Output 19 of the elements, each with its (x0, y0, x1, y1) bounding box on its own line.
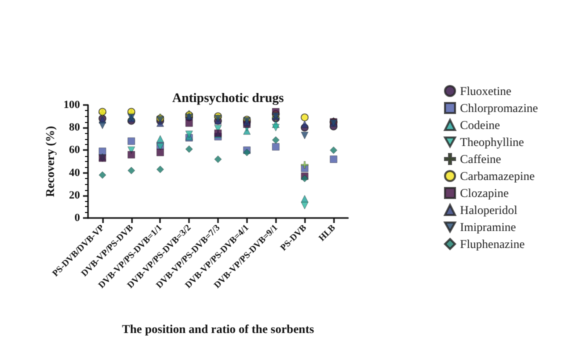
x-axis-title: The position and ratio of the sorbents (122, 322, 314, 336)
y-tick-label: 100 (64, 99, 80, 111)
legend-label: Caffeine (460, 152, 502, 166)
y-tick-label: 60 (69, 144, 80, 156)
chart-title: Antipsychotic drugs (172, 90, 284, 105)
y-tick-label: 0 (74, 212, 80, 224)
legend-label: Codeine (460, 118, 500, 132)
legend-label: Imipramine (460, 220, 516, 234)
legend-label: Clozapine (460, 186, 509, 200)
legend-label: Carbamazepine (460, 169, 535, 183)
y-axis-title: Recovery (%) (43, 126, 57, 197)
legend-label: Chlorpromazine (460, 101, 538, 115)
legend-label: Theophylline (460, 135, 524, 149)
legend-label: Fluoxetine (460, 84, 512, 98)
y-tick-label: 80 (69, 122, 80, 134)
y-tick-label: 40 (69, 166, 80, 179)
y-tick-label: 20 (69, 189, 80, 202)
legend-label: Haloperidol (460, 203, 518, 217)
legend-label: Fluphenazine (460, 237, 525, 251)
